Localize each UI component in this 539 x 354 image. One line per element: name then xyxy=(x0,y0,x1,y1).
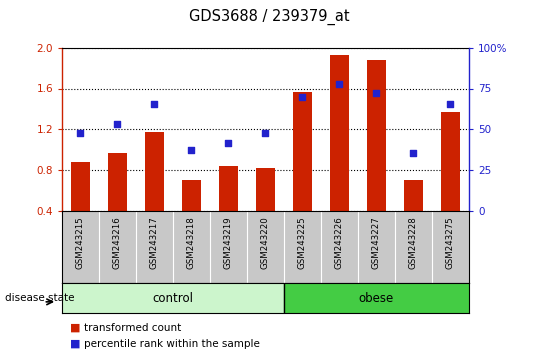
Bar xyxy=(182,180,201,211)
Text: disease state: disease state xyxy=(5,293,75,303)
Bar xyxy=(71,162,89,211)
Text: ■: ■ xyxy=(70,322,80,332)
Bar xyxy=(62,283,284,313)
Bar xyxy=(219,166,238,211)
Text: GDS3688 / 239379_at: GDS3688 / 239379_at xyxy=(189,9,350,25)
Text: transformed count: transformed count xyxy=(84,322,181,332)
Text: GSM243218: GSM243218 xyxy=(187,216,196,269)
Text: GSM243215: GSM243215 xyxy=(76,216,85,269)
Text: GSM243228: GSM243228 xyxy=(409,216,418,269)
Bar xyxy=(293,92,312,211)
Text: GSM243217: GSM243217 xyxy=(150,216,159,269)
Text: GSM243226: GSM243226 xyxy=(335,216,344,269)
Point xyxy=(298,95,307,100)
Text: GSM243227: GSM243227 xyxy=(372,216,381,269)
Point xyxy=(372,91,381,96)
Bar xyxy=(256,168,275,211)
Text: ■: ■ xyxy=(70,339,80,349)
Point xyxy=(224,140,233,146)
Text: GSM243275: GSM243275 xyxy=(446,216,455,269)
Point xyxy=(76,131,85,136)
Bar xyxy=(108,153,127,211)
Bar xyxy=(404,180,423,211)
Point xyxy=(150,101,159,107)
Point xyxy=(446,101,455,107)
Text: control: control xyxy=(153,292,194,305)
Point xyxy=(187,147,196,152)
Bar xyxy=(284,283,469,313)
Text: GSM243219: GSM243219 xyxy=(224,216,233,269)
Bar xyxy=(367,60,386,211)
Text: GSM243216: GSM243216 xyxy=(113,216,122,269)
Text: obese: obese xyxy=(359,292,394,305)
Text: GSM243225: GSM243225 xyxy=(298,216,307,269)
Point xyxy=(409,150,418,156)
Text: percentile rank within the sample: percentile rank within the sample xyxy=(84,339,259,349)
Bar xyxy=(145,132,164,211)
Point xyxy=(335,81,344,87)
Text: GSM243220: GSM243220 xyxy=(261,216,270,269)
Point xyxy=(113,121,122,126)
Point xyxy=(261,131,270,136)
Bar xyxy=(330,55,349,211)
Bar xyxy=(441,112,460,211)
